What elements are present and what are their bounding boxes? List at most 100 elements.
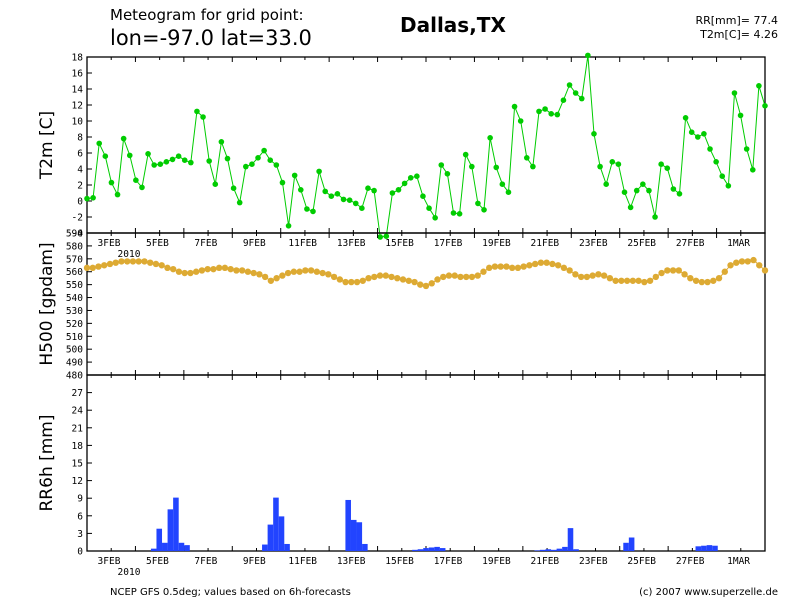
h500-point <box>434 276 441 283</box>
t2m-xtick-label: 11FEB <box>288 238 317 249</box>
t2m-point <box>230 185 237 191</box>
h500-point <box>290 268 298 275</box>
t2m-point <box>487 135 493 141</box>
h500-point <box>101 262 108 269</box>
h500-point <box>606 274 614 282</box>
h500-point <box>526 262 533 269</box>
t2m-point <box>90 195 96 201</box>
rr6h-bar <box>545 549 552 551</box>
t2m-xtick-label: 15FEB <box>385 238 414 249</box>
t2m-point <box>554 111 561 118</box>
t2m-point <box>200 114 206 120</box>
h500-point <box>198 267 206 274</box>
t2m-xtick-label: 1MAR <box>727 238 750 249</box>
h500-point <box>733 259 740 266</box>
t2m-point <box>194 108 200 115</box>
rr6h-xsublabel: 2010 <box>118 567 141 578</box>
h500-point <box>744 258 751 265</box>
t2m-point <box>682 115 689 121</box>
t2m-point <box>206 158 212 164</box>
h500-point <box>600 272 608 279</box>
h500-point <box>491 263 499 270</box>
h500-point <box>399 276 407 283</box>
rr6h-ytick-label: 3 <box>77 529 83 540</box>
rr6h-bar <box>434 546 440 551</box>
t2m-point <box>304 206 310 212</box>
h500-point <box>704 278 711 286</box>
rr6h-bar <box>423 548 429 551</box>
t2m-point <box>365 185 371 191</box>
rr6h-xtick-label: 5FEB <box>146 556 169 567</box>
t2m-point <box>243 163 249 170</box>
t2m-point <box>578 95 585 102</box>
rr6h-xtick-label: 21FEB <box>531 556 560 567</box>
t2m-point <box>334 191 341 197</box>
t2m-point <box>707 146 713 152</box>
rr6h-xtick-label: 7FEB <box>194 556 217 567</box>
rr6h-xtick-label: 11FEB <box>288 556 317 567</box>
h500-point <box>181 269 188 277</box>
t2m-point <box>188 159 194 166</box>
t2m-point <box>640 181 646 187</box>
t2m-ytick-label: 2 <box>77 181 83 192</box>
t2m-point <box>322 188 329 195</box>
h500-point <box>761 267 769 274</box>
h500-ytick-label: 500 <box>66 345 83 356</box>
t2m-point <box>542 106 548 112</box>
h500-ytick-label: 580 <box>66 241 83 252</box>
h500-point <box>192 268 200 275</box>
t2m-point <box>169 156 176 163</box>
h500-point <box>652 273 660 281</box>
t2m-point <box>377 234 383 240</box>
h500-point <box>468 273 476 281</box>
t2m-point <box>371 187 377 194</box>
t2m-point <box>126 152 133 159</box>
t2m-point <box>499 181 506 187</box>
rr6h-xtick-label: 19FEB <box>482 556 511 567</box>
h500-point <box>83 264 91 272</box>
rr6h-bar <box>350 519 357 551</box>
h500-point <box>514 264 522 272</box>
t2m-point <box>731 90 738 96</box>
t2m-point <box>633 187 640 194</box>
rr6h-bar <box>439 548 446 551</box>
h500-point <box>635 277 642 284</box>
rr6h-xtick-label: 27FEB <box>676 556 705 567</box>
t2m-series-line <box>86 55 766 238</box>
t2m-panel: -4 -2 0 2 4 6 8 10 12 14 16 18 T2m [C] 3FEB 5FEB 7FEB 9F… <box>37 53 768 260</box>
rr6h-frame <box>86 374 766 552</box>
h500-point <box>175 268 183 275</box>
h500-point <box>279 272 286 279</box>
h500-point <box>307 267 315 274</box>
t2m-frame <box>86 56 766 234</box>
h500-point <box>612 277 619 284</box>
t2m-xtick-label: 27FEB <box>676 238 705 249</box>
h500-point <box>658 269 665 277</box>
h500-point <box>261 273 269 281</box>
h500-point <box>440 273 447 281</box>
h500-point <box>531 260 539 268</box>
h500-point <box>549 260 556 268</box>
t2m-ytick-label: 18 <box>72 53 84 64</box>
t2m-ytick-label: 12 <box>72 101 83 112</box>
rr6h-bar <box>278 516 285 551</box>
rr6h-ytick-label: 6 <box>77 511 83 522</box>
t2m-point <box>603 181 609 187</box>
t2m-point <box>279 179 286 186</box>
rr6h-xtick-label: 17FEB <box>434 556 463 567</box>
t2m-xtick-label: 3FEB <box>98 238 121 249</box>
t2m-point <box>151 162 157 168</box>
t2m-point <box>261 147 267 154</box>
rr6h-bar <box>178 542 185 551</box>
h500-point <box>480 268 487 275</box>
t2m-ytick-label: -4 <box>72 229 84 240</box>
t2m-point <box>163 159 170 165</box>
t2m-point <box>96 140 103 147</box>
t2m-ytick-label: 4 <box>77 165 83 176</box>
h500-point <box>445 272 453 279</box>
t2m-ytick-label: 8 <box>77 133 83 144</box>
t2m-point <box>652 214 658 220</box>
rr6h-bar <box>150 548 157 551</box>
h500-point <box>204 265 211 273</box>
t2m-point <box>297 187 304 193</box>
